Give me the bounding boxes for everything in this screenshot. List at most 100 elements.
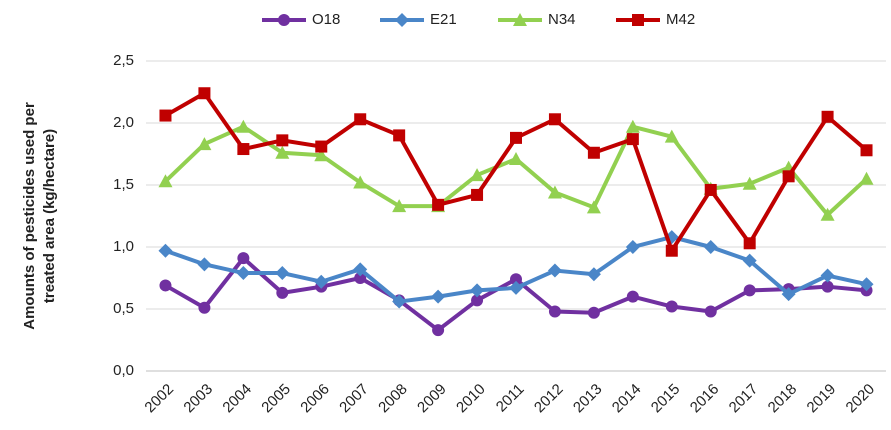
x-tick-label: 2019 xyxy=(804,381,840,417)
x-tick-label: 2016 xyxy=(687,381,723,417)
data-point xyxy=(471,188,484,201)
data-point xyxy=(276,286,289,299)
x-tick-label: 2002 xyxy=(141,381,177,417)
data-point xyxy=(665,300,678,313)
data-point xyxy=(236,266,251,281)
y-tick-label: 0,5 xyxy=(113,300,134,317)
data-point xyxy=(275,266,290,281)
data-point xyxy=(237,252,250,265)
data-point xyxy=(625,240,640,254)
data-point xyxy=(781,287,796,302)
data-point xyxy=(510,273,522,286)
data-point xyxy=(314,148,329,162)
x-tick-label: 2005 xyxy=(258,381,294,417)
data-point xyxy=(665,244,678,257)
y-tick-label: 1,5 xyxy=(113,176,134,193)
legend-marker xyxy=(278,14,290,26)
y-tick-label: 1,0 xyxy=(113,238,134,255)
x-tick-label: 2014 xyxy=(609,381,645,417)
data-point xyxy=(743,237,756,250)
data-point xyxy=(859,171,874,185)
x-tick-label: 2011 xyxy=(493,381,528,416)
data-point xyxy=(237,143,250,156)
data-point xyxy=(315,140,328,153)
data-point xyxy=(547,185,562,199)
legend-marker xyxy=(395,13,409,27)
legend-marker xyxy=(632,14,644,26)
data-point xyxy=(236,119,251,133)
data-point xyxy=(704,183,717,196)
legend-label: E21 xyxy=(430,11,457,28)
data-point xyxy=(509,151,523,165)
series-line xyxy=(164,91,868,253)
data-point xyxy=(664,129,679,143)
data-point xyxy=(821,280,834,293)
data-point xyxy=(586,200,601,214)
data-point xyxy=(392,199,407,213)
data-point xyxy=(548,113,561,126)
data-point xyxy=(353,175,368,189)
data-point xyxy=(392,294,407,309)
data-point xyxy=(626,290,639,303)
data-point xyxy=(821,110,834,123)
legend-label: O18 xyxy=(312,11,340,28)
legend-marker xyxy=(513,13,527,26)
data-point xyxy=(742,253,757,268)
data-point xyxy=(820,268,835,283)
data-point xyxy=(587,146,600,159)
data-point xyxy=(197,137,212,151)
y-axis-label: treated area (kg/hectare) xyxy=(41,129,58,303)
data-point xyxy=(742,176,757,190)
x-tick-label: 2017 xyxy=(726,381,762,417)
data-point xyxy=(743,284,756,297)
y-tick-label: 0,0 xyxy=(113,362,134,379)
x-tick-label: 2003 xyxy=(180,381,216,417)
data-point xyxy=(432,324,445,337)
data-point xyxy=(782,170,795,183)
data-point xyxy=(704,305,717,318)
x-tick-label: 2006 xyxy=(297,381,333,417)
data-point xyxy=(431,289,446,304)
data-point xyxy=(354,113,367,126)
data-point xyxy=(314,274,329,289)
data-point xyxy=(198,301,211,314)
data-point xyxy=(587,306,600,319)
data-point xyxy=(159,279,172,292)
data-point xyxy=(432,198,445,211)
data-point xyxy=(509,280,523,295)
data-point xyxy=(470,283,485,298)
data-point xyxy=(586,267,601,282)
data-point xyxy=(158,243,173,258)
y-tick-label: 2,0 xyxy=(113,114,134,131)
data-point xyxy=(860,144,873,157)
data-point xyxy=(470,168,485,182)
data-point xyxy=(510,131,522,144)
x-tick-label: 2009 xyxy=(414,381,450,417)
x-tick-label: 2015 xyxy=(648,381,684,417)
x-tick-label: 2008 xyxy=(375,381,411,417)
data-point xyxy=(625,119,640,133)
data-point xyxy=(197,257,212,272)
x-tick-label: 2004 xyxy=(219,381,255,417)
legend-label: M42 xyxy=(666,11,695,28)
data-point xyxy=(158,174,173,188)
x-tick-label: 2010 xyxy=(453,381,489,417)
data-point xyxy=(353,262,368,277)
x-tick-label: 2007 xyxy=(336,381,372,417)
y-axis-label: Amounts of pesticides used per xyxy=(21,102,38,330)
x-tick-label: 2012 xyxy=(531,381,567,417)
data-point xyxy=(354,272,367,284)
data-point xyxy=(820,207,835,221)
data-point xyxy=(626,133,639,146)
data-point xyxy=(198,87,211,100)
data-point xyxy=(393,129,406,142)
data-point xyxy=(275,145,290,159)
data-point xyxy=(471,294,484,307)
x-tick-label: 2018 xyxy=(765,381,801,417)
data-point xyxy=(859,277,874,292)
legend-label: N34 xyxy=(548,11,576,28)
data-point xyxy=(548,305,561,318)
y-tick-label: 2,5 xyxy=(113,52,134,69)
data-point xyxy=(276,134,289,147)
